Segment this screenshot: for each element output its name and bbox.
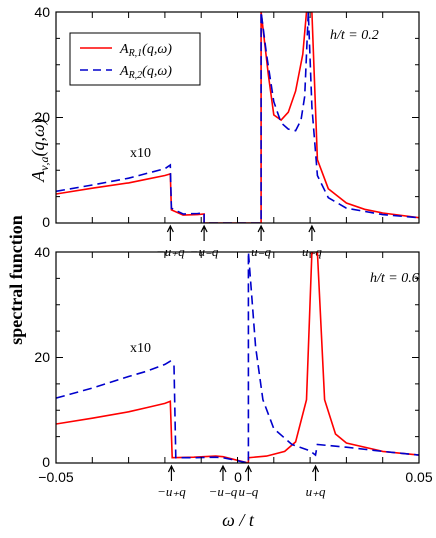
top-markers: −u₊q −u₋q u₋q u₊q [156, 224, 322, 259]
bottom-x10-annotation: x10 [130, 341, 151, 356]
bottom-param-label: h/t = 0.6 [370, 271, 419, 286]
bottom-ytick-0: 0 [42, 454, 50, 470]
xtick-0: 0 [234, 469, 242, 485]
top-series-1-line [56, 12, 419, 223]
top-series-2-line [56, 12, 419, 223]
bottom-series-1-line [56, 252, 419, 463]
top-ytick-40: 40 [34, 4, 50, 20]
top-marker-arrow-3 [257, 224, 265, 241]
x-axis-label: ω / t [222, 510, 255, 530]
bottom-marker-arrow-3 [244, 464, 252, 481]
top-y-axis-label: Aν,a(q,ω) [28, 118, 51, 183]
bottom-marker-label-2: −u₋q [209, 484, 238, 499]
bottom-marker-label-3: u₋q [238, 484, 258, 499]
top-param-label: h/t = 0.2 [330, 28, 379, 43]
legend-label-series-1: AR,1(q,ω) [119, 42, 172, 59]
bottom-marker-label-4: u₊q [306, 484, 326, 499]
top-marker-arrow-1 [166, 224, 174, 241]
shared-y-axis-label: spectral function [6, 215, 26, 345]
bottom-ytick-20: 20 [34, 349, 50, 365]
bottom-series-2-line [56, 252, 419, 463]
top-panel: 0 20 40 h/t = 0.2 x10 AR,1(q,ω) AR,2(q,ω… [34, 4, 420, 259]
bottom-ytick-40: 40 [34, 244, 50, 260]
top-ytick-20: 20 [34, 109, 50, 125]
legend: AR,1(q,ω) AR,2(q,ω) [69, 32, 201, 86]
legend-label-series-2: AR,2(q,ω) [119, 64, 172, 81]
top-ytick-0: 0 [42, 214, 50, 230]
xtick-minus-0.05: −0.05 [38, 469, 74, 485]
bottom-marker-arrow-2 [219, 464, 227, 481]
top-marker-arrow-4 [308, 224, 316, 241]
top-marker-arrow-2 [200, 224, 208, 241]
top-x10-annotation: x10 [130, 146, 151, 161]
bottom-markers: −u₊q −u₋q u₋q u₊q [157, 464, 326, 499]
bottom-panel-frame [55, 251, 420, 464]
bottom-marker-arrow-4 [312, 464, 320, 481]
xtick-0.05: 0.05 [405, 469, 432, 485]
bottom-marker-label-1: −u₊q [157, 484, 186, 499]
bottom-marker-arrow-1 [167, 464, 175, 481]
bottom-panel: 0 20 40 h/t = 0.6 x10 −0.05 0 0.05 ω / t… [34, 244, 432, 530]
